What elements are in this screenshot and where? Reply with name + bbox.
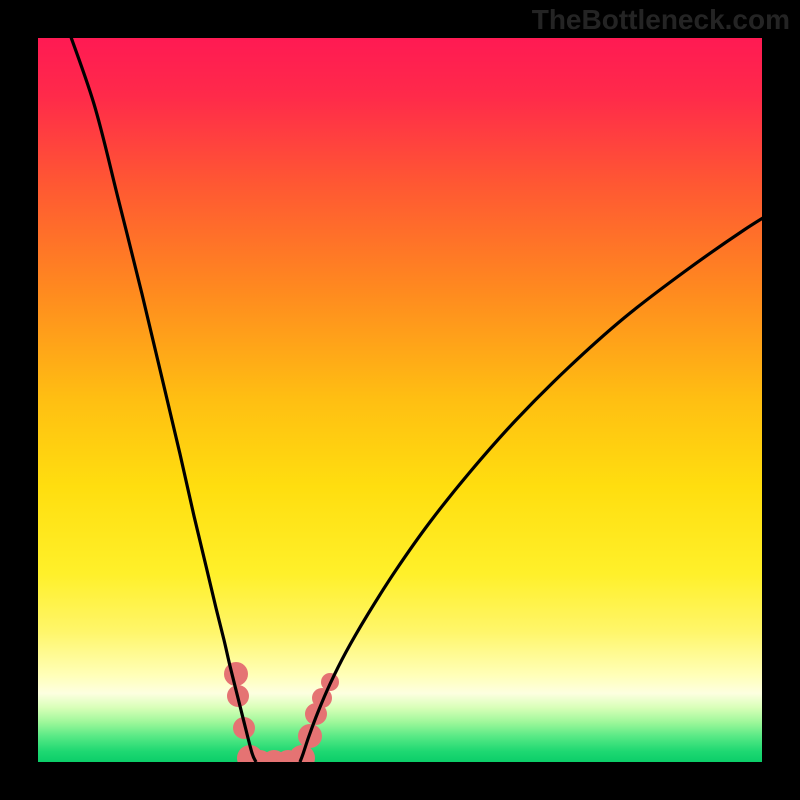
left-curve bbox=[64, 38, 256, 762]
right-curve bbox=[300, 204, 762, 762]
plot-area bbox=[38, 38, 762, 762]
watermark: TheBottleneck.com bbox=[532, 4, 790, 36]
marker-point bbox=[224, 662, 248, 686]
chart-svg bbox=[38, 38, 762, 762]
